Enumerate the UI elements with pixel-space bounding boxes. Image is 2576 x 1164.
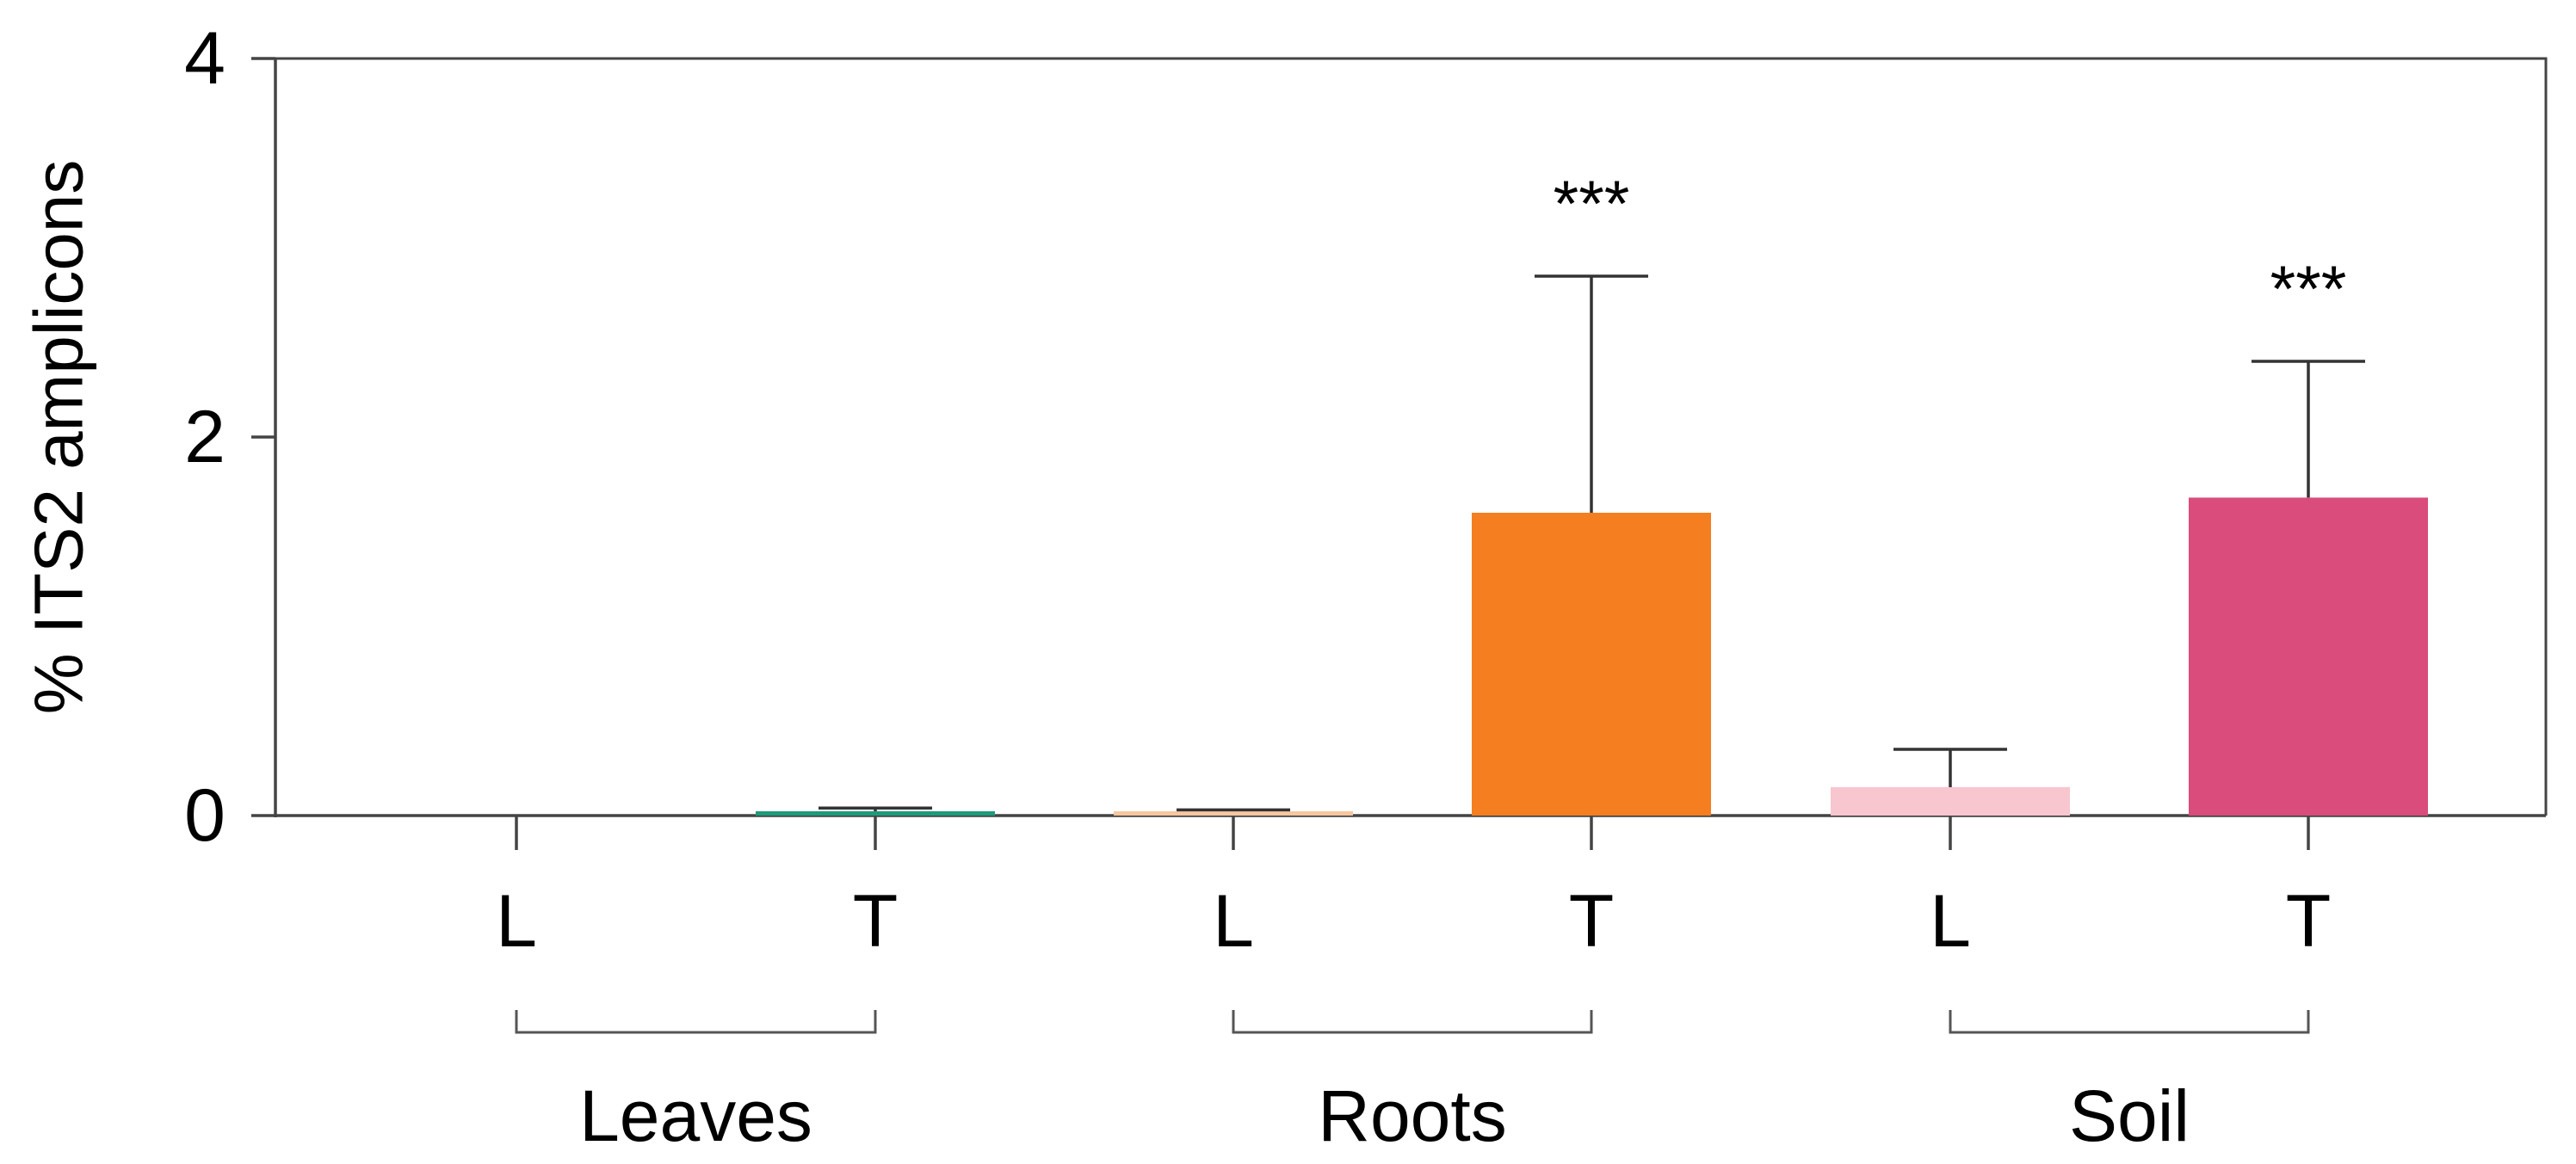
y-tick-label-2: 2 <box>184 396 225 478</box>
bars-layer: L T L *** T L *** T <box>496 168 2428 963</box>
x-tick-label-roots-l: L <box>1213 880 1254 963</box>
significance-label-soil-t: *** <box>2270 253 2347 326</box>
bar-roots-l <box>1114 811 1353 816</box>
y-tick-label-0: 0 <box>184 774 225 857</box>
y-tick-label-4: 4 <box>184 17 225 100</box>
x-tick-label-leaves-l: L <box>496 880 537 963</box>
y-axis-label: % ITS2 amplicons <box>21 160 97 715</box>
group-brackets: Leaves Roots Soil <box>515 1010 2310 1156</box>
x-tick-label-roots-t: T <box>1569 880 1615 963</box>
group-bracket-roots <box>1232 1010 1593 1034</box>
bar-leaves-t <box>756 811 995 816</box>
group-bracket-soil <box>1949 1010 2310 1034</box>
x-tick-label-leaves-t: T <box>853 880 899 963</box>
group-label-soil: Soil <box>2069 1075 2190 1156</box>
bar-roots-t <box>1472 513 1711 816</box>
significance-label-roots-t: *** <box>1554 168 1630 241</box>
bar-soil-l <box>1831 787 2070 816</box>
x-tick-label-soil-t: T <box>2286 880 2332 963</box>
plot-frame <box>275 57 2548 816</box>
group-label-roots: Roots <box>1318 1075 1506 1156</box>
bar-soil-t <box>2189 497 2428 816</box>
group-bracket-leaves <box>515 1010 877 1034</box>
group-label-leaves: Leaves <box>579 1075 812 1156</box>
x-tick-label-soil-l: L <box>1930 880 1971 963</box>
